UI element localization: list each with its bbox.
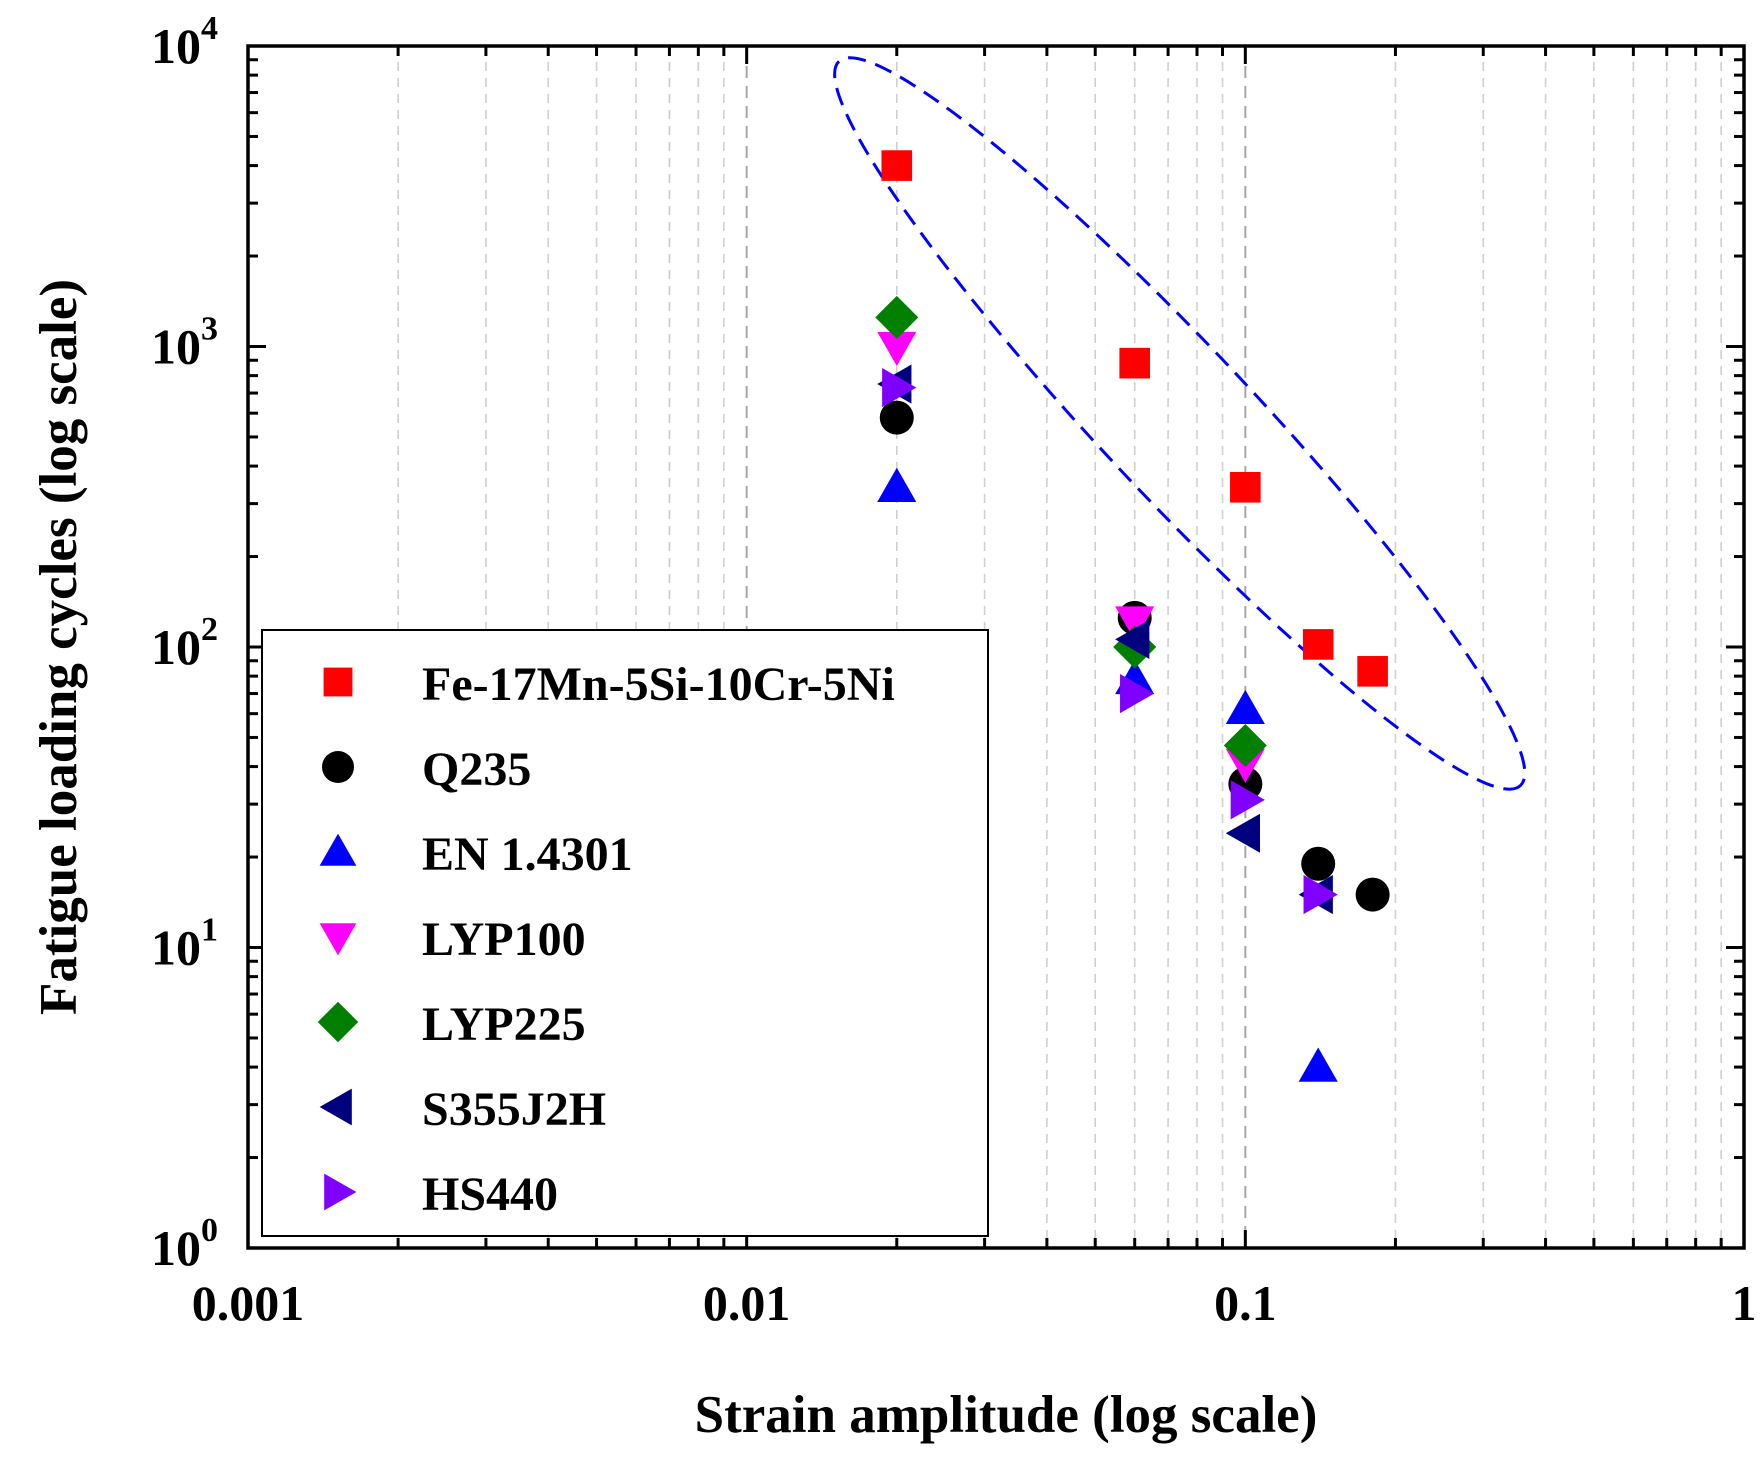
legend-label: Fe-17Mn-5Si-10Cr-5Ni	[422, 658, 895, 711]
y-tick-label: 102	[151, 611, 218, 675]
legend: Fe-17Mn-5Si-10Cr-5Ni Q235 EN 1.4301 LYP100 L…	[261, 629, 989, 1237]
legend-box	[261, 629, 989, 1237]
data-point	[1298, 1047, 1338, 1082]
annotation-ellipse	[833, 56, 1527, 791]
legend-label: Q235	[422, 743, 531, 796]
axis-tick-labels: 0.001 0.01 0.1 1 100 101 102 103 104	[151, 10, 1757, 1331]
y-tick-label: 103	[151, 311, 218, 375]
legend-marker	[324, 1173, 357, 1211]
data-point	[1302, 629, 1334, 660]
data-point	[1230, 780, 1265, 820]
data-point	[877, 331, 917, 367]
x-axis-title: Strain amplitude (log scale)	[695, 1386, 1318, 1444]
legend-marker	[322, 751, 354, 783]
data-point	[881, 150, 913, 181]
data-point	[879, 400, 914, 435]
data-point	[1357, 656, 1388, 687]
legend-label: S355J2H	[422, 1083, 606, 1136]
x-tick-label: 1	[1732, 1275, 1757, 1331]
legend-marker	[323, 667, 353, 697]
annotation	[833, 56, 1527, 791]
x-tick-label: 0.001	[192, 1275, 305, 1331]
data-point	[1120, 673, 1155, 714]
legend-marker	[319, 833, 357, 866]
data-point	[1115, 619, 1150, 659]
legend-marker	[319, 1088, 352, 1126]
y-tick-label: 101	[151, 912, 218, 976]
data-point	[1230, 471, 1261, 503]
data-point	[1115, 606, 1155, 641]
data-point	[882, 368, 917, 408]
legend-marker	[319, 923, 357, 956]
data-point	[1119, 347, 1151, 379]
data-points	[875, 150, 1390, 1082]
y-tick-label: 104	[151, 10, 218, 74]
legend-label: LYP225	[422, 998, 586, 1051]
data-point	[1303, 875, 1338, 915]
legend-label: HS440	[422, 1168, 558, 1221]
legend-marker	[317, 1001, 359, 1043]
x-tick-label: 0.1	[1214, 1275, 1277, 1331]
legend-label: LYP100	[422, 913, 586, 966]
axis-ticks	[246, 44, 1746, 1250]
data-point	[1355, 877, 1390, 912]
legend-label: EN 1.4301	[422, 828, 633, 881]
y-tick-label: 100	[151, 1212, 218, 1276]
x-tick-label: 0.01	[703, 1275, 791, 1331]
y-axis-title: Fatigue loading cycles (log scale)	[30, 279, 88, 1015]
data-point	[1223, 724, 1267, 768]
data-point	[1301, 846, 1336, 881]
data-point	[1225, 813, 1260, 853]
data-point	[875, 295, 919, 339]
data-point	[1225, 689, 1265, 725]
data-point	[877, 467, 917, 502]
